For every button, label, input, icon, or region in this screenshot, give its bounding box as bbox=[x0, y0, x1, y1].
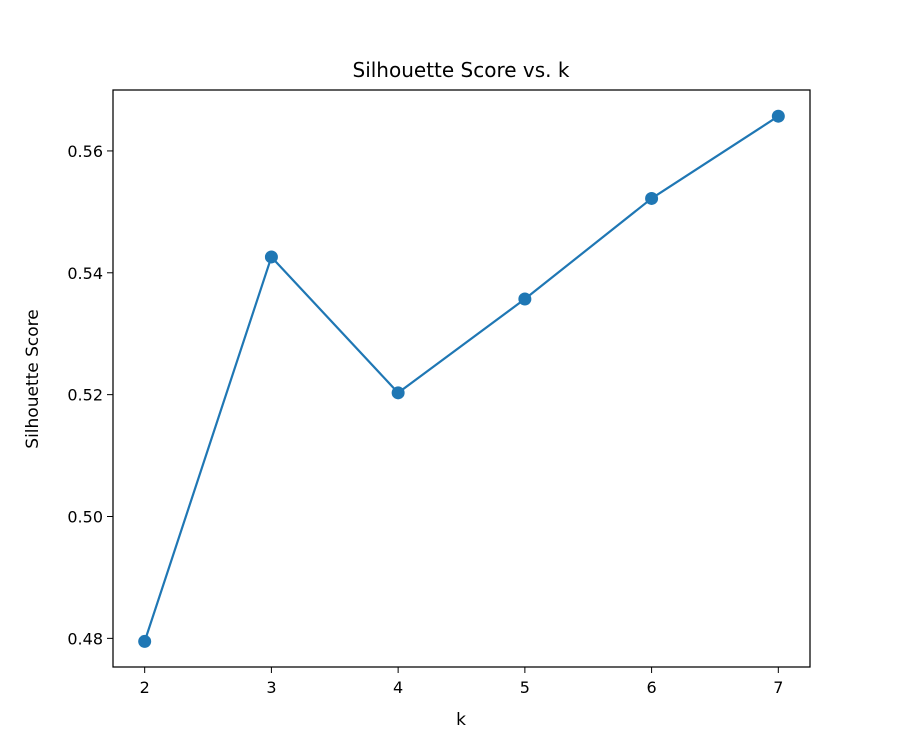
data-point bbox=[771, 109, 785, 123]
chart-title: Silhouette Score vs. k bbox=[353, 58, 570, 82]
x-tick-label: 5 bbox=[520, 678, 530, 697]
plot-area-frame bbox=[112, 89, 811, 668]
y-tick-label: 0.54 bbox=[67, 264, 103, 283]
x-axis-label: k bbox=[456, 710, 466, 730]
x-tick-label: 2 bbox=[140, 678, 150, 697]
data-point bbox=[138, 634, 152, 648]
series-layer bbox=[138, 109, 785, 648]
y-tick-label: 0.48 bbox=[67, 629, 103, 648]
y-tick-label: 0.52 bbox=[67, 386, 103, 405]
y-tick-label: 0.50 bbox=[67, 508, 103, 527]
x-tick-label: 6 bbox=[646, 678, 656, 697]
x-tick-label: 3 bbox=[266, 678, 276, 697]
data-point bbox=[264, 250, 278, 264]
series-line bbox=[143, 115, 779, 642]
x-axis-ticks: 2 3 4 5 6 7 bbox=[140, 667, 783, 697]
y-axis-ticks: 0.48 0.50 0.52 0.54 0.56 bbox=[67, 142, 113, 648]
data-point bbox=[391, 386, 405, 400]
data-point bbox=[518, 292, 532, 306]
data-point bbox=[645, 191, 659, 205]
y-tick-label: 0.56 bbox=[67, 142, 103, 161]
x-tick-label: 4 bbox=[393, 678, 403, 697]
x-tick-label: 7 bbox=[773, 678, 783, 697]
y-axis-label: Silhouette Score bbox=[23, 309, 43, 448]
